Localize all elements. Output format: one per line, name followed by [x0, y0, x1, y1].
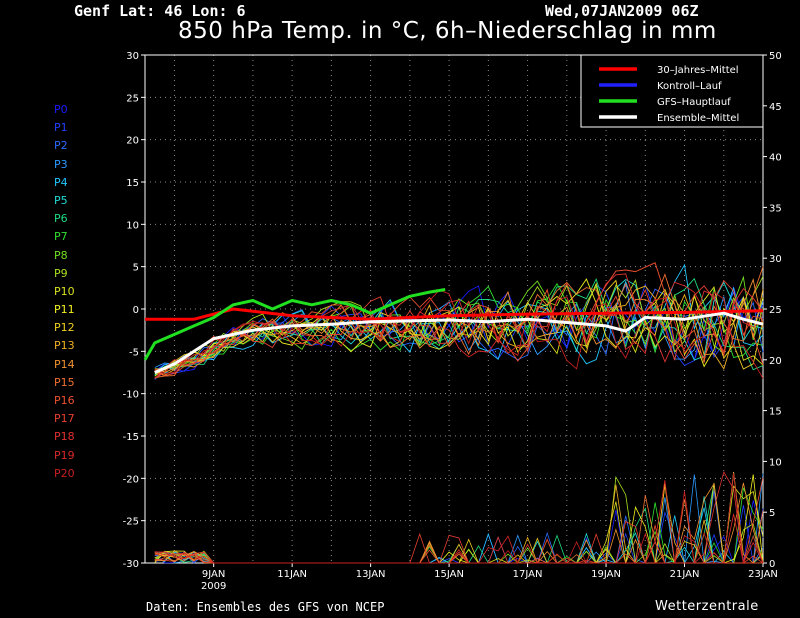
member-temp-line	[154, 279, 764, 375]
member-label-p16: P16	[54, 394, 75, 407]
member-label-p2: P2	[54, 139, 68, 153]
y-left-tick-label: 20	[126, 136, 139, 147]
y-left-tick-label: 30	[126, 51, 139, 62]
series-line	[145, 307, 764, 321]
member-temp-line	[154, 278, 764, 377]
legend-box	[580, 54, 764, 128]
x-tick-label: 21JAN	[670, 569, 700, 580]
y-left-tick-label: -15	[123, 432, 139, 443]
y-right-tick-label: 30	[769, 254, 782, 265]
member-label-p8: P8	[54, 248, 68, 262]
member-label-p9: P9	[54, 266, 68, 280]
member-label-p10: P10	[54, 284, 75, 298]
member-legend: P0 P1 P2 P3 P4 P5 P6 P7 P8 P9 P10 P11 P12 P13 P14 P15 P1…	[54, 101, 75, 483]
y-left-tick-label: -30	[123, 559, 139, 570]
member-temp-line	[154, 282, 764, 377]
y-left-tick-label: -25	[123, 517, 139, 528]
y-right-tick-label: 5	[769, 508, 775, 519]
member-label-p19: P19	[54, 448, 75, 462]
y-right-tick-label: 50	[769, 51, 782, 62]
member-precip-line	[154, 480, 764, 565]
legend-label: Kontroll–Lauf	[657, 81, 722, 92]
legend-label: Ensemble–Mittel	[657, 113, 739, 124]
x-tick-label: 19JAN	[591, 569, 621, 580]
x-tick-label: 9JAN	[202, 569, 225, 580]
brand-label: Wetterzentrale	[655, 599, 759, 614]
location-label: Genf Lat: 46 Lon: 6	[74, 2, 246, 20]
member-label-p13: P13	[54, 339, 75, 353]
member-precip-line	[154, 473, 764, 564]
member-label-p1: P1	[54, 121, 68, 135]
y-left-tick-label: 0	[133, 305, 139, 316]
y-right-tick-label: 0	[769, 559, 775, 570]
member-label-p4: P4	[54, 175, 68, 189]
y-left-tick-label: 10	[126, 220, 139, 231]
x-tick-label: 17JAN	[513, 569, 543, 580]
y-right-tick-label: 45	[769, 102, 782, 113]
y-right-tick-label: 35	[769, 203, 782, 214]
member-label-p0: P0	[54, 103, 68, 116]
member-label-p7: P7	[54, 230, 68, 244]
member-label-p12: P12	[54, 321, 75, 335]
member-temp-line	[154, 266, 764, 379]
legend-label: GFS–Hauptlauf	[657, 97, 731, 108]
member-label-p17: P17	[54, 412, 75, 426]
x-tick-label: 13JAN	[356, 569, 386, 580]
member-label-p14: P14	[54, 357, 75, 371]
member-label-p6: P6	[54, 212, 68, 226]
member-label-p5: P5	[54, 193, 68, 207]
data-source-label: Daten: Ensembles des GFS von NCEP	[146, 600, 385, 614]
run-date-label: Wed,07JAN2009 06Z	[545, 2, 699, 20]
member-label-p3: P3	[54, 157, 68, 171]
y-left-tick-label: 15	[126, 178, 139, 189]
y-left-tick-label: 25	[126, 93, 139, 104]
y-right-tick-label: 15	[769, 407, 782, 418]
x-tick-label: 15JAN	[434, 569, 464, 580]
member-temp-line	[154, 262, 764, 377]
x-tick-label: 23JAN	[748, 569, 778, 580]
member-label-p15: P15	[54, 375, 75, 389]
y-right-tick-label: 40	[769, 153, 782, 164]
y-right-tick-label: 10	[769, 457, 782, 468]
x-tick-label: 11JAN	[277, 569, 307, 580]
y-left-tick-label: -20	[123, 474, 139, 485]
y-right-tick-label: 20	[769, 356, 782, 367]
series-line	[154, 311, 764, 374]
series-line	[143, 288, 446, 361]
y-left-tick-label: -5	[129, 347, 139, 358]
member-label-p18: P18	[54, 430, 75, 444]
legend-label: 30–Jahres–Mittel	[657, 65, 739, 76]
y-left-tick-label: 5	[133, 263, 139, 274]
x-year-label: 2009	[201, 581, 226, 592]
y-right-tick-label: 25	[769, 305, 782, 316]
member-temp-line	[154, 276, 764, 371]
y-left-tick-label: -10	[123, 390, 139, 401]
chart-title: 850 hPa Temp. in °C, 6h–Niederschlag in …	[178, 18, 717, 44]
member-temp-line	[154, 273, 764, 379]
member-temp-line	[154, 281, 764, 371]
member-label-p20: P20	[54, 466, 75, 480]
member-label-p11: P11	[54, 303, 75, 317]
member-precip-line	[154, 482, 764, 564]
